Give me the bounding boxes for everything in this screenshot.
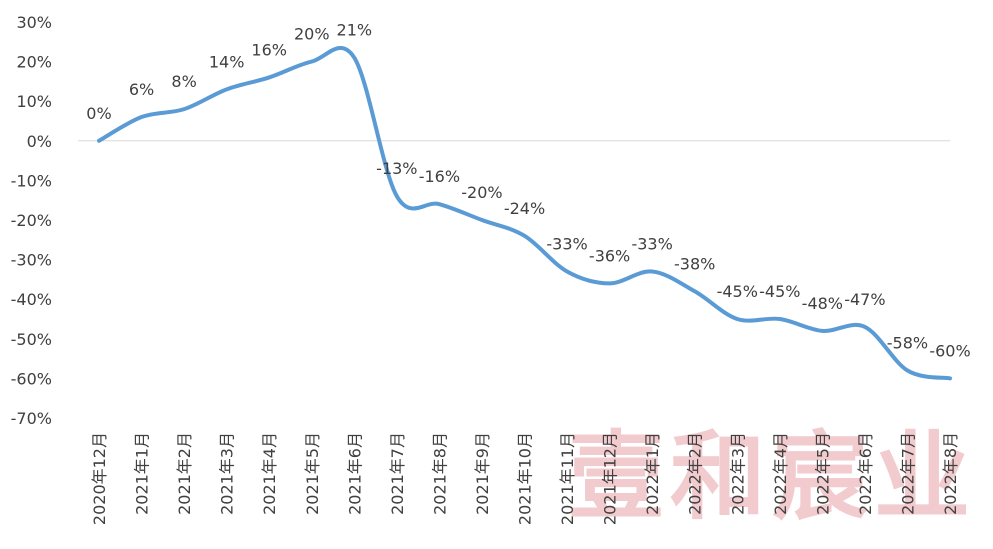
x-tick-label: 2021年11月 <box>558 432 577 525</box>
y-tick-label: -50% <box>11 330 52 349</box>
y-tick-label: 30% <box>16 13 52 32</box>
y-tick-label: -60% <box>11 369 52 388</box>
x-tick-label: 2021年8月 <box>430 432 449 515</box>
x-tick-label: 2022年1月 <box>643 432 662 515</box>
series-line <box>97 45 952 381</box>
x-tick-label: 2020年12月 <box>90 432 109 525</box>
y-tick-label: -10% <box>11 171 52 190</box>
y-tick-label: -70% <box>11 409 52 428</box>
x-tick-label: 2022年8月 <box>941 432 960 515</box>
data-label: 20% <box>294 25 330 44</box>
data-label: 6% <box>129 80 154 99</box>
data-label: -36% <box>589 246 630 265</box>
x-tick-label: 2021年1月 <box>133 432 152 515</box>
data-label: -33% <box>546 234 587 253</box>
y-tick-label: -30% <box>11 251 52 270</box>
y-tick-label: -20% <box>11 211 52 230</box>
x-tick-label: 2021年3月 <box>218 432 237 515</box>
data-label: 14% <box>209 52 245 71</box>
watermark: 壹和宸业 <box>568 421 976 533</box>
x-tick-label: 2021年9月 <box>473 432 492 515</box>
x-tick-label: 2021年4月 <box>260 432 279 515</box>
x-tick-label: 2022年6月 <box>856 432 875 515</box>
data-label: 16% <box>251 40 287 59</box>
x-tick-label: 2021年5月 <box>303 432 322 515</box>
x-tick-label: 2021年12月 <box>601 432 620 525</box>
x-tick-label: 2021年6月 <box>345 432 364 515</box>
data-label: -24% <box>504 199 545 218</box>
x-tick-label: 2022年3月 <box>728 432 747 515</box>
data-label: -47% <box>844 290 885 309</box>
data-label: -38% <box>674 254 715 273</box>
data-label: -60% <box>929 341 970 360</box>
y-tick-label: 0% <box>27 132 52 151</box>
axes: 30% 20% 10% 0% -10% -20% -30% -40% -50% -60% -70% 2… <box>11 13 960 525</box>
data-labels: 0%6% 8%14%16%20% 21%-13% -16%-20%-24%-33%-3… <box>86 21 970 361</box>
data-label: -58% <box>887 333 928 352</box>
data-label: 8% <box>171 72 196 91</box>
x-tick-label: 2022年2月 <box>686 432 705 515</box>
y-tick-label: 10% <box>16 92 52 111</box>
data-label: -13% <box>376 159 417 178</box>
y-tick-label: 20% <box>16 53 52 72</box>
y-tick-label: -40% <box>11 290 52 309</box>
data-label: -45% <box>759 282 800 301</box>
data-label: -33% <box>631 234 672 253</box>
x-tick-label: 2022年7月 <box>898 432 917 515</box>
data-label: -45% <box>717 282 758 301</box>
data-label: 21% <box>337 21 373 40</box>
x-tick-label: 2022年5月 <box>813 432 832 515</box>
data-label: -48% <box>802 294 843 313</box>
data-label: -20% <box>461 183 502 202</box>
x-tick-label: 2021年10月 <box>516 432 535 525</box>
data-label: 0% <box>86 104 111 123</box>
data-label: -16% <box>419 167 460 186</box>
x-tick-label: 2022年4月 <box>771 432 790 515</box>
watermark-text: 壹和宸业 <box>568 421 976 533</box>
x-tick-label: 2021年2月 <box>175 432 194 515</box>
x-tick-label: 2021年7月 <box>388 432 407 515</box>
series-line-layer <box>97 45 952 381</box>
